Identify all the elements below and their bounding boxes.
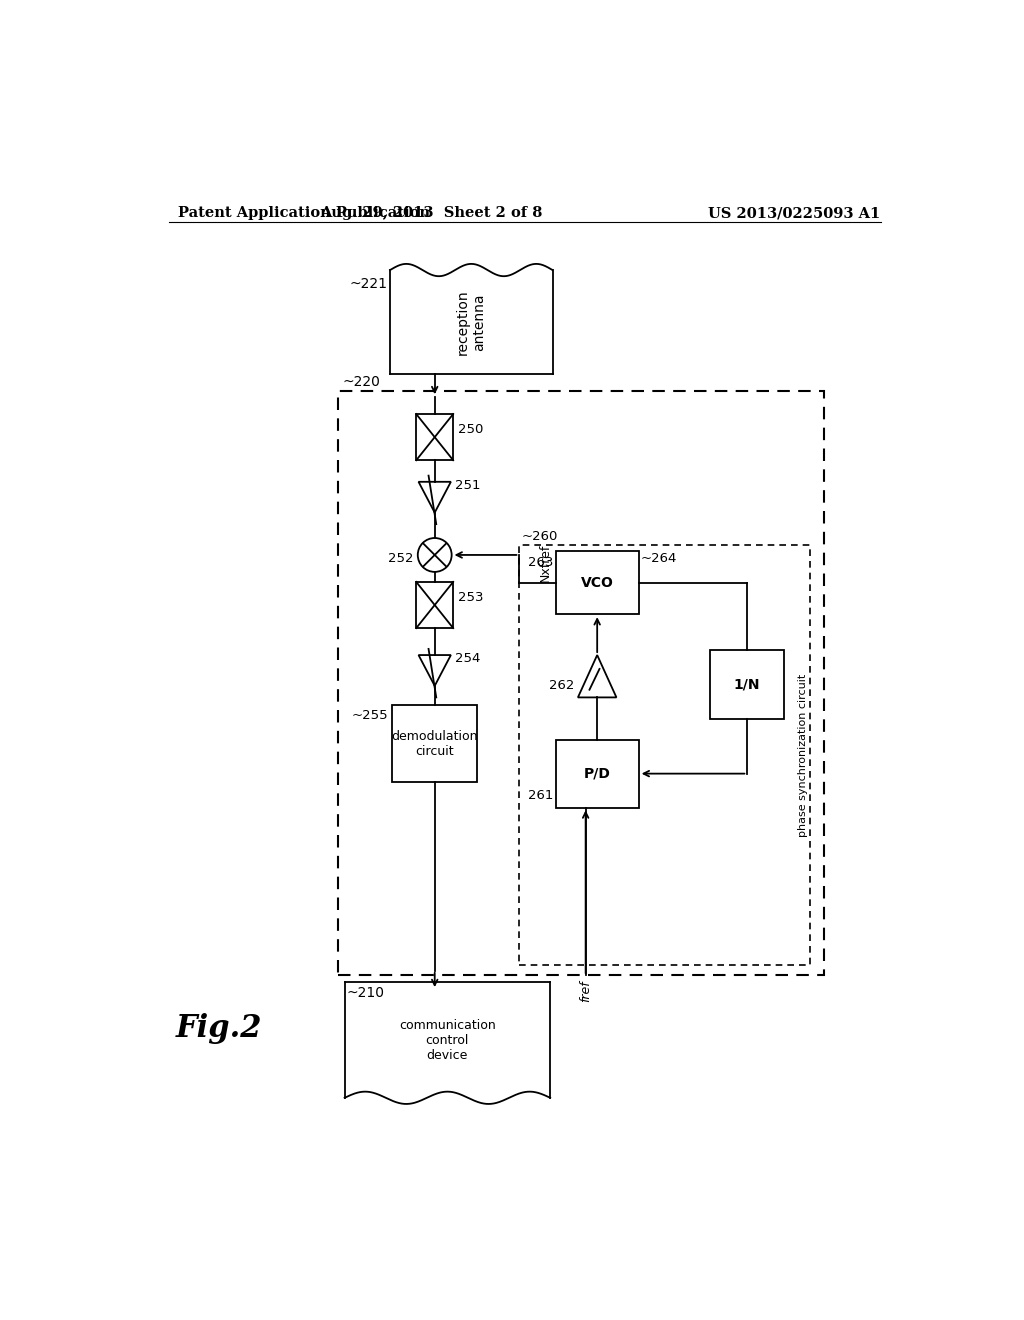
Text: ~255: ~255 (352, 709, 388, 722)
Text: ~210: ~210 (347, 986, 385, 1001)
Text: fref: fref (580, 981, 592, 1002)
Text: Nxfref: Nxfref (539, 544, 552, 582)
Bar (416, 582, 454, 628)
Text: ~221: ~221 (350, 277, 388, 290)
Polygon shape (578, 655, 616, 697)
Bar (556, 552, 639, 614)
Text: phase synchronization circuit: phase synchronization circuit (798, 673, 808, 837)
Text: P/D: P/D (584, 767, 610, 780)
Text: 250: 250 (458, 422, 483, 436)
Text: US 2013/0225093 A1: US 2013/0225093 A1 (708, 206, 881, 220)
Text: communication
control
device: communication control device (399, 1019, 496, 1061)
Text: VCO: VCO (581, 576, 613, 590)
Text: Aug. 29, 2013  Sheet 2 of 8: Aug. 29, 2013 Sheet 2 of 8 (319, 206, 542, 220)
Text: 254: 254 (456, 652, 481, 665)
Bar (556, 739, 639, 808)
Bar (519, 545, 810, 965)
Text: 252: 252 (388, 552, 413, 565)
Bar (416, 414, 454, 461)
Text: 262: 262 (550, 680, 574, 693)
Text: demodulation
circuit: demodulation circuit (391, 730, 478, 758)
Polygon shape (419, 482, 451, 512)
Text: 253: 253 (458, 591, 483, 603)
Text: ~264: ~264 (641, 552, 678, 565)
Text: 251: 251 (456, 479, 481, 492)
Bar (710, 649, 783, 719)
Text: 263: 263 (528, 556, 553, 569)
Text: ~260: ~260 (521, 531, 558, 544)
Text: Fig.2: Fig.2 (176, 1012, 262, 1044)
Text: 261: 261 (528, 789, 553, 803)
Circle shape (418, 539, 452, 572)
Bar (339, 391, 823, 974)
Text: reception
antenna: reception antenna (456, 289, 486, 355)
Polygon shape (419, 655, 451, 686)
Text: ~220: ~220 (342, 375, 380, 388)
Text: 1/N: 1/N (733, 677, 760, 692)
Bar (392, 705, 477, 781)
Text: Patent Application Publication: Patent Application Publication (178, 206, 430, 220)
